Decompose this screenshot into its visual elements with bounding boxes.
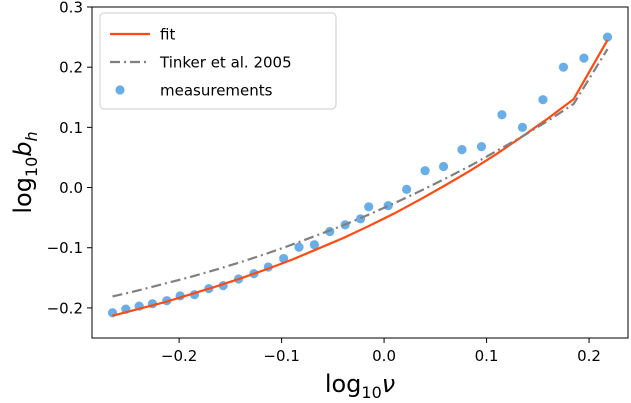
x-tick-label: −0.2 — [161, 347, 197, 365]
legend-label: fit — [160, 26, 175, 44]
plot-frame — [91, 6, 629, 339]
legend-swatch — [115, 85, 125, 95]
data-point — [579, 53, 589, 63]
data-point — [438, 161, 449, 172]
data-point — [420, 166, 430, 176]
data-point — [402, 184, 412, 194]
legend-label: measurements — [160, 82, 273, 100]
y-tick-label: 0.2 — [59, 59, 83, 77]
axes: −0.2 −0.1 0.0 0.1 0.2 −0.2 −0.1 0.0 0.1 0.2 0.3 log… — [9, 0, 629, 402]
data-point — [383, 201, 393, 211]
series-line-0 — [112, 39, 609, 317]
plot-area — [107, 32, 613, 318]
y-tick-label: 0.0 — [59, 179, 83, 197]
data-point — [364, 202, 374, 212]
data-point — [457, 145, 467, 155]
x-tick-label: −0.1 — [263, 347, 299, 365]
data-point — [558, 62, 569, 72]
data-point — [294, 242, 304, 252]
x-tick-label: 0.1 — [475, 347, 499, 365]
y-tick-label: 0.3 — [59, 0, 83, 17]
legend-label: Tinker et al. 2005 — [159, 54, 292, 72]
data-point — [602, 32, 613, 42]
legend-box — [99, 12, 337, 110]
x-tick-label: 0.2 — [577, 347, 601, 365]
series-line-1 — [112, 48, 609, 298]
x-tick-label: 0.0 — [372, 347, 396, 365]
x-axis-label: log10ν — [325, 370, 395, 402]
data-point — [538, 95, 548, 105]
legend: fit Tinker et al. 2005 measurements — [99, 12, 337, 110]
data-point — [497, 110, 507, 120]
data-point — [309, 240, 319, 250]
y-tick-label: −0.1 — [47, 239, 83, 257]
data-point — [476, 142, 487, 152]
y-axis-label: log10bh — [9, 131, 41, 213]
data-point — [517, 122, 528, 132]
y-tick-label: 0.1 — [59, 119, 83, 137]
y-tick-label: −0.2 — [47, 299, 83, 317]
